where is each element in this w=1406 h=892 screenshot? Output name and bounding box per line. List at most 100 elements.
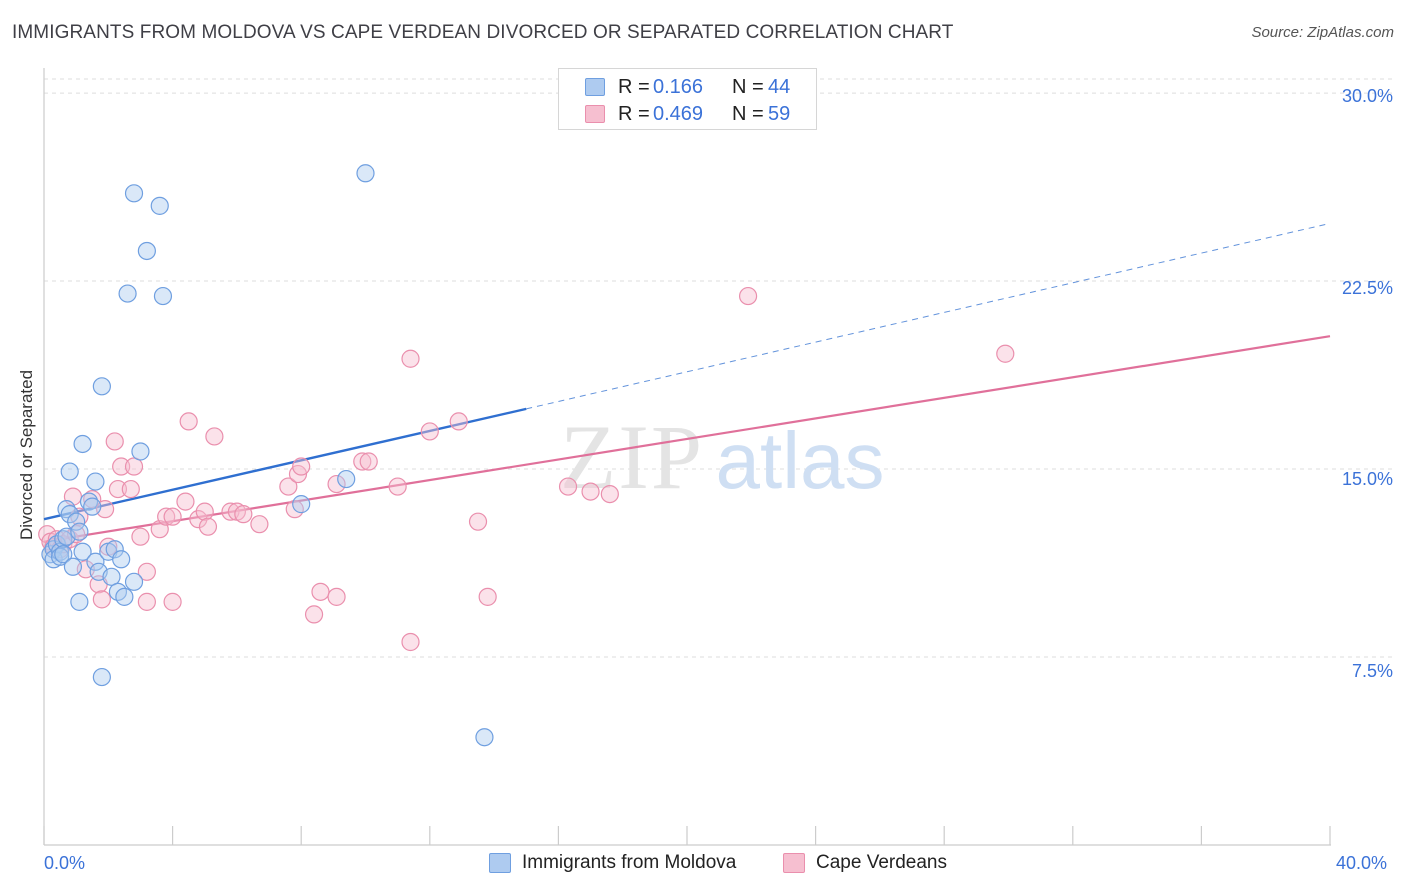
moldova-points — [41, 164, 494, 747]
series-swatch-pink — [783, 853, 805, 873]
data-point-cape-verdeans — [198, 517, 218, 536]
data-point-cape-verdeans — [205, 427, 224, 446]
data-point-moldova — [73, 542, 92, 561]
data-point-cape-verdeans — [176, 492, 195, 511]
data-point-cape-verdeans — [327, 587, 346, 606]
y-tick-label-30: 30.0% — [1341, 86, 1393, 106]
data-point-moldova — [79, 492, 99, 511]
legend-swatch-blue — [585, 78, 605, 96]
legend-r-label: R = — [618, 103, 650, 125]
legend-r-value: 0.469 — [653, 103, 704, 125]
data-point-cape-verdeans — [250, 515, 269, 534]
data-point-moldova — [115, 587, 134, 606]
y-tick-label-7-5: 7.5% — [1351, 661, 1393, 681]
data-point-cape-verdeans — [137, 592, 156, 611]
stats-legend: R = 0.166 N = 44 R = 0.469 N = 59 — [558, 68, 817, 130]
y-axis-label: Divorced or Separated — [17, 369, 36, 541]
legend-swatch-pink — [585, 105, 605, 123]
x-tick-label-min: 0.0% — [44, 853, 86, 873]
data-point-cape-verdeans — [449, 412, 468, 431]
data-point-moldova — [86, 472, 105, 491]
trend-line-cape-verdeans — [43, 335, 1331, 543]
data-point-moldova — [92, 667, 111, 687]
data-point-cape-verdeans — [163, 592, 182, 611]
data-point-cape-verdeans — [179, 412, 198, 431]
x-tick-label-max: 40.0% — [1336, 853, 1388, 873]
data-point-cape-verdeans — [279, 477, 298, 496]
data-point-cape-verdeans — [137, 562, 156, 581]
data-point-moldova — [292, 495, 311, 514]
data-point-cape-verdeans — [157, 507, 176, 526]
data-point-cape-verdeans — [327, 474, 346, 494]
grid-lines — [44, 78, 1394, 658]
data-point-cape-verdeans — [92, 590, 111, 609]
data-point-cape-verdeans — [195, 502, 214, 521]
data-point-moldova — [63, 557, 83, 576]
data-point-cape-verdeans — [112, 457, 131, 476]
data-point-moldova — [475, 728, 494, 747]
data-point-cape-verdeans — [124, 457, 144, 476]
data-point-moldova — [70, 522, 89, 541]
data-point-moldova — [70, 592, 89, 611]
data-point-moldova — [337, 469, 356, 489]
data-point-cape-verdeans — [468, 512, 488, 531]
data-point-moldova — [50, 547, 70, 566]
data-point-cape-verdeans — [163, 507, 182, 526]
legend-r-value: 0.166 — [653, 76, 704, 98]
series-label-cape-verdeans: Cape Verdeans — [816, 852, 947, 873]
data-point-cape-verdeans — [108, 479, 128, 499]
data-point-cape-verdeans — [292, 457, 311, 476]
data-point-cape-verdeans — [311, 582, 330, 601]
series-swatch-blue — [489, 853, 511, 873]
data-point-moldova — [73, 434, 92, 454]
data-point-moldova — [112, 550, 131, 569]
data-point-moldova — [137, 241, 156, 261]
data-point-cape-verdeans — [83, 490, 102, 509]
legend-n-value: 59 — [768, 103, 791, 125]
data-point-cape-verdeans — [189, 510, 208, 529]
data-point-cape-verdeans — [388, 477, 407, 496]
legend-n-label: N = — [732, 76, 764, 98]
cape-verdeans-points — [38, 286, 1015, 652]
data-point-moldova — [102, 567, 121, 586]
data-point-cape-verdeans — [105, 432, 124, 451]
y-tick-label-22-5: 22.5% — [1341, 278, 1393, 298]
data-point-cape-verdeans — [558, 477, 578, 496]
data-point-cape-verdeans — [131, 527, 150, 546]
data-point-moldova — [57, 500, 76, 519]
data-point-moldova — [153, 286, 173, 306]
legend-n-label: N = — [732, 103, 764, 125]
data-point-moldova — [60, 505, 79, 524]
data-point-moldova — [83, 497, 102, 516]
data-point-moldova — [54, 530, 73, 549]
data-point-cape-verdeans — [996, 344, 1015, 363]
trend-lines — [43, 222, 1331, 543]
data-point-moldova — [124, 184, 144, 203]
axes — [43, 68, 1331, 846]
data-point-cape-verdeans — [121, 479, 140, 499]
data-point-cape-verdeans — [420, 422, 439, 441]
data-point-cape-verdeans — [353, 452, 372, 471]
chart-title: IMMIGRANTS FROM MOLDOVA VS CAPE VERDEAN … — [12, 22, 954, 43]
data-point-moldova — [356, 164, 375, 183]
data-point-cape-verdeans — [304, 605, 324, 624]
legend-r-label: R = — [618, 76, 650, 98]
source-attribution: Source: ZipAtlas.com — [1251, 24, 1394, 41]
data-point-cape-verdeans — [478, 587, 497, 606]
trend-line-moldova — [43, 407, 527, 521]
data-point-moldova — [131, 442, 150, 461]
data-point-moldova — [150, 196, 169, 215]
data-point-cape-verdeans — [401, 349, 420, 368]
data-point-moldova — [54, 545, 73, 564]
data-point-cape-verdeans — [581, 482, 600, 501]
data-point-moldova — [67, 512, 86, 531]
watermark-zip: ZIP — [560, 406, 704, 508]
data-point-cape-verdeans — [359, 452, 378, 471]
data-point-cape-verdeans — [234, 505, 253, 524]
data-point-cape-verdeans — [600, 484, 619, 504]
data-point-cape-verdeans — [738, 286, 758, 306]
data-point-moldova — [124, 572, 144, 591]
data-point-moldova — [92, 377, 111, 396]
series-label-moldova: Immigrants from Moldova — [522, 852, 737, 873]
